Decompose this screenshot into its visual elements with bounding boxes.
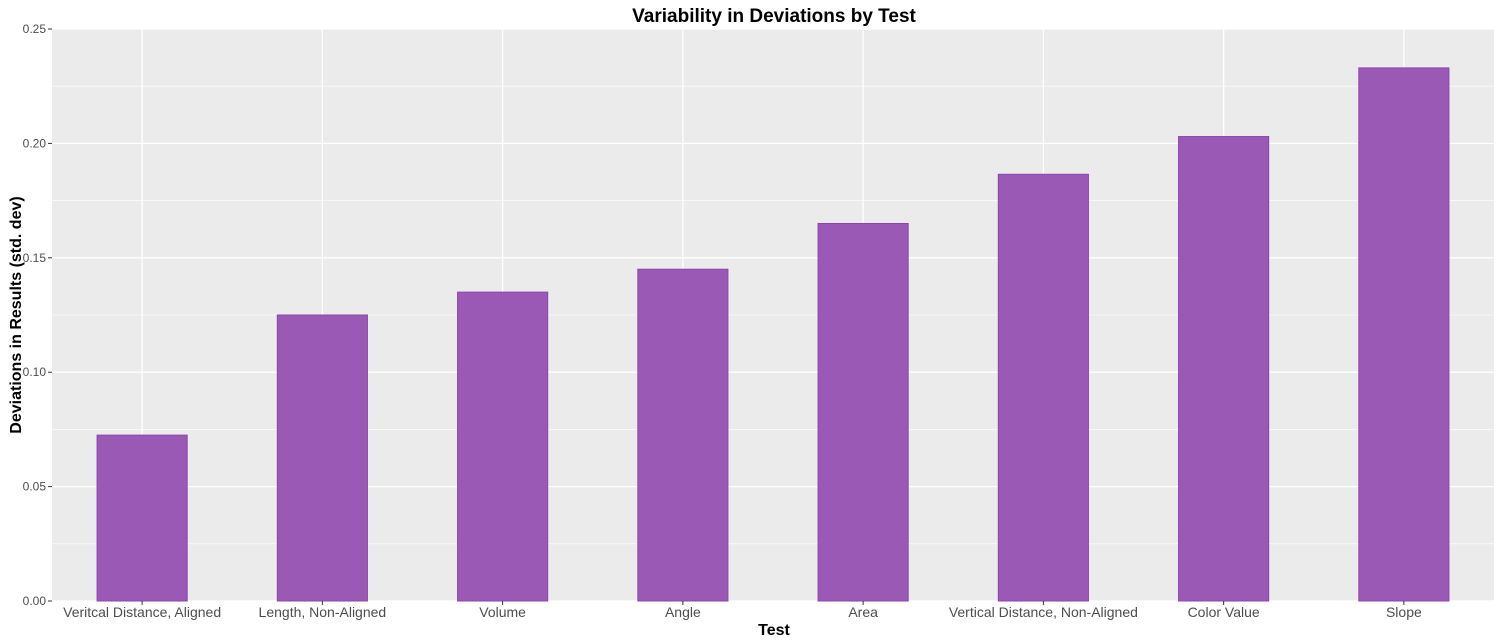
x-tick-label: Slope [1386,604,1422,620]
chart-title: Variability in Deviations by Test [632,6,916,27]
y-tick-label: 0.10 [23,365,47,379]
bar [997,173,1089,602]
bars [96,67,1450,602]
bar [1358,67,1450,602]
x-axis-title: Test [758,622,790,639]
bar [96,434,188,602]
bar [637,268,729,602]
bar [457,291,549,602]
y-axis-title: Deviations in Results (std. dev) [8,196,25,433]
x-tick-label: Color Value [1188,604,1260,620]
x-tick-label: Volume [479,604,526,620]
x-tick-label: Length, Non-Aligned [259,604,387,620]
x-tick-label: Angle [665,604,701,620]
y-tick-label: 0.05 [23,480,47,494]
y-tick-label: 0.00 [23,594,47,608]
x-tick-label: Area [848,604,878,620]
x-axis-ticks: Veritcal Distance, Aligned Length, Non-Al… [63,601,1422,620]
y-tick-label: 0.25 [23,22,47,36]
x-tick-label: Veritcal Distance, Aligned [63,604,221,620]
y-tick-label: 0.15 [23,251,47,265]
bar [1178,136,1270,602]
bar [276,314,368,602]
y-axis-ticks: 0.00 0.05 0.10 0.15 0.20 0.25 [23,22,52,608]
bar [817,222,909,602]
x-tick-label: Vertical Distance, Non-Aligned [949,604,1138,620]
y-tick-label: 0.20 [23,136,47,150]
